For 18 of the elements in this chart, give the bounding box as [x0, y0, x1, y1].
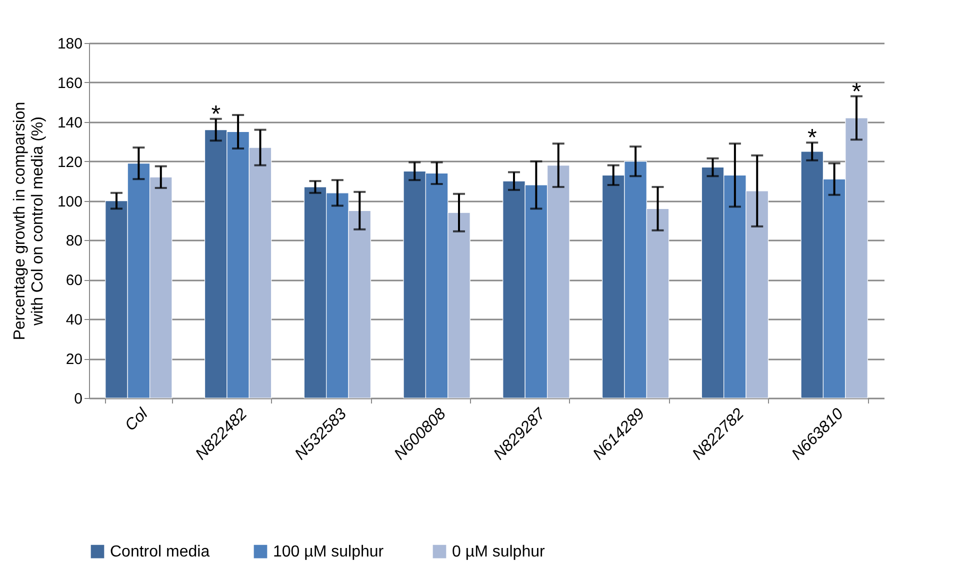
y-tick-label: 100 — [57, 193, 82, 210]
y-tick-label: 20 — [66, 351, 82, 368]
annotation: * — [852, 78, 862, 106]
y-axis-title: Percentage growth in comparsion with Col on control media (%) — [11, 102, 46, 340]
annotation: * — [807, 124, 817, 152]
legend-label: 100 µM sulphur — [273, 544, 384, 561]
y-tick-label: 40 — [66, 312, 82, 329]
y-tick-label: 160 — [57, 74, 82, 92]
y-tick-label: 180 — [57, 36, 82, 52]
legend-label: Control media — [110, 544, 210, 561]
y-tick-label: 60 — [66, 272, 82, 290]
y-tick-label: 0 — [74, 390, 82, 408]
annotation: * — [211, 100, 221, 128]
x-tick-label: Col — [122, 405, 152, 434]
y-tick-label: 80 — [66, 232, 82, 250]
legend-label: 0 µM sulphur — [452, 544, 546, 561]
y-tick-label: 120 — [57, 154, 82, 171]
y-tick-label: 140 — [57, 114, 82, 132]
